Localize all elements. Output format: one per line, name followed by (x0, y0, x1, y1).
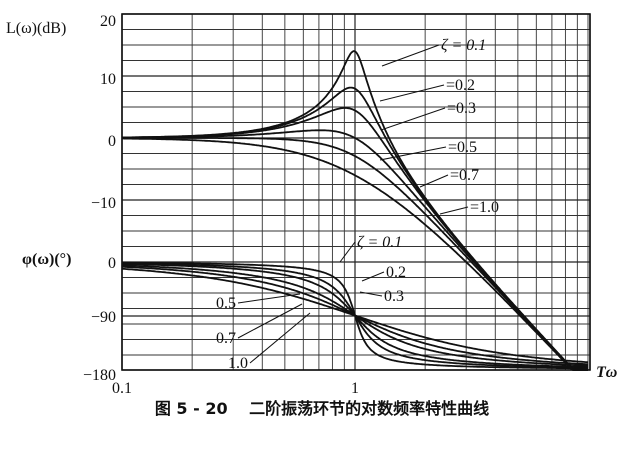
leader-line (237, 303, 303, 339)
leader-line (237, 293, 301, 304)
figure-caption: 图 5 - 20 二阶振荡环节的对数频率特性曲线 (155, 399, 489, 418)
magnitude-tick-label: 20 (100, 13, 116, 30)
phase-series-label: 1.0 (228, 355, 248, 372)
leader-line (380, 107, 446, 131)
magnitude-tick-label: 10 (100, 71, 116, 88)
frequency-axis-label: Tω (596, 364, 617, 381)
magnitude-series-label: ζ = 0.1 (441, 37, 486, 54)
leader-line (419, 174, 449, 188)
phase-tick-label: −180 (83, 367, 116, 384)
leader-line (361, 271, 385, 282)
magnitude-series-label: =1.0 (470, 199, 499, 216)
frequency-tick-label: 1 (351, 380, 359, 397)
magnitude-axis-label: L(ω)(dB) (6, 20, 66, 37)
text-layer: L(ω)(dB) φ(ω)(°) Tω 图 5 - 20 二阶振荡环节的对数频率… (6, 13, 617, 418)
leader-line (381, 44, 440, 67)
magnitude-curve (122, 137, 588, 371)
magnitude-series-label: =0.2 (446, 77, 475, 94)
phase-series-label: ζ = 0.1 (357, 234, 402, 251)
leader-line (339, 241, 356, 263)
magnitude-series-label: =0.5 (448, 139, 477, 156)
plot-frame (121, 13, 591, 371)
magnitude-curve (122, 137, 588, 371)
phase-series-label: 0.3 (384, 288, 404, 305)
label-leader-lines (237, 44, 469, 364)
phase-series-label: 0.7 (216, 330, 236, 347)
leader-line (379, 146, 447, 161)
frequency-tick-label: 0.1 (112, 380, 132, 397)
leader-line (379, 84, 445, 102)
leader-line (359, 291, 383, 297)
leader-line (249, 312, 311, 364)
leader-line (439, 206, 469, 215)
phase-tick-label: 0 (108, 255, 116, 272)
magnitude-tick-label: 0 (108, 133, 116, 150)
magnitude-series-label: =0.3 (447, 100, 476, 117)
magnitude-tick-label: −10 (91, 195, 116, 212)
phase-series-label: 0.5 (216, 295, 236, 312)
curve-layer (121, 50, 589, 371)
phase-axis-label: φ(ω)(°) (22, 251, 71, 268)
phase-curve (121, 267, 589, 364)
phase-tick-label: −90 (91, 309, 116, 326)
magnitude-series-label: =0.7 (450, 167, 479, 184)
phase-series-label: 0.2 (386, 264, 406, 281)
